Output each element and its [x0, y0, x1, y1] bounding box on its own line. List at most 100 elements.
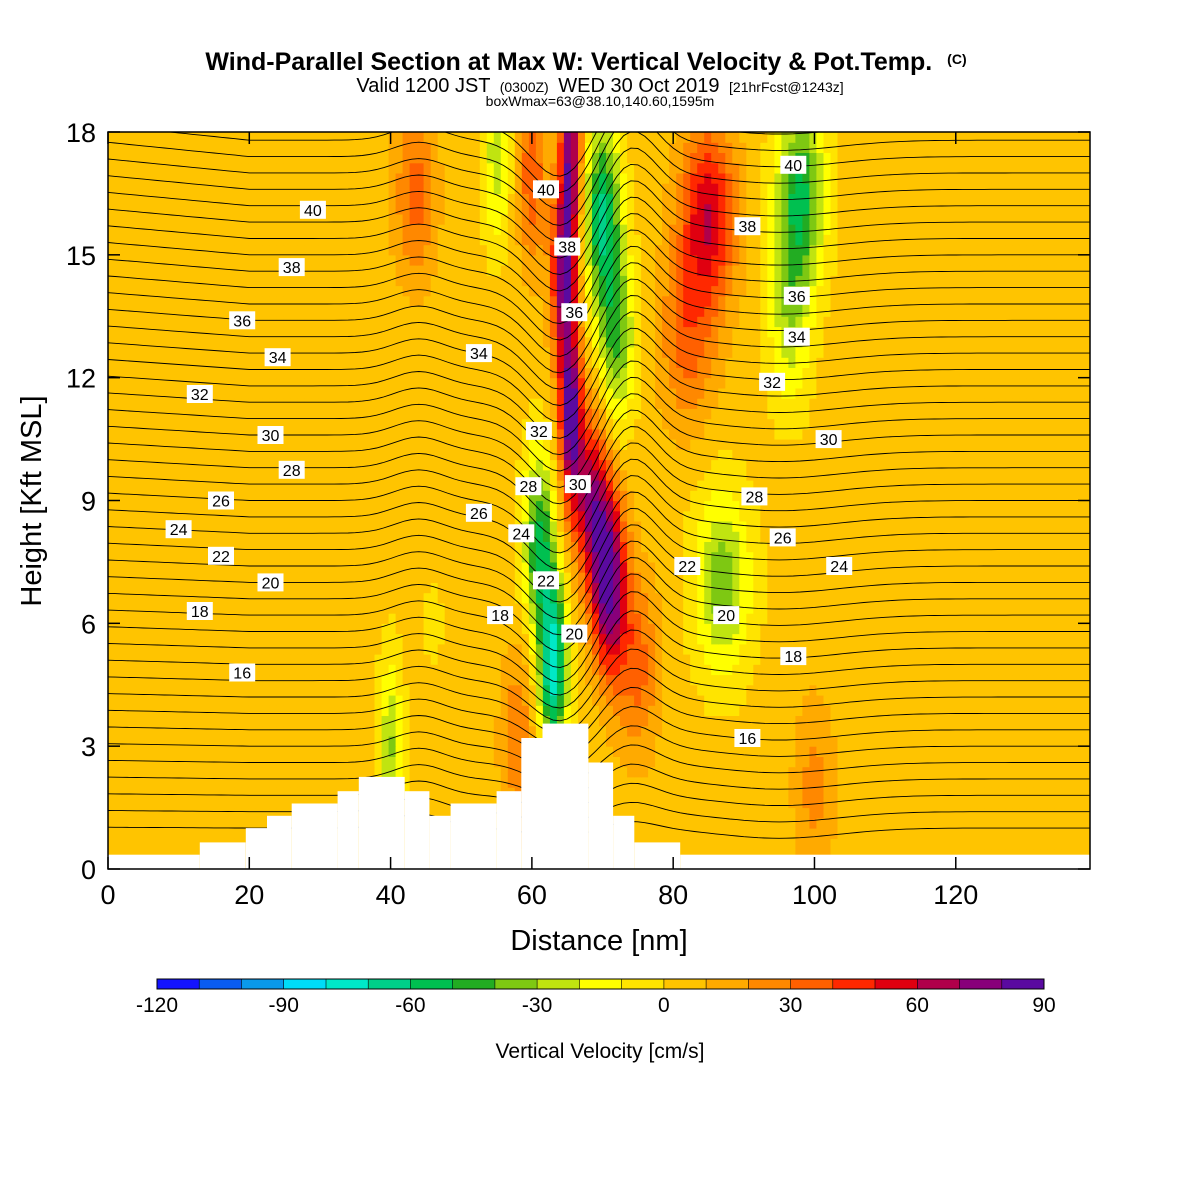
field-cell [781, 582, 789, 594]
field-cell [886, 828, 895, 839]
field-cell [683, 643, 691, 655]
field-cell [732, 664, 740, 676]
field-cell [725, 500, 733, 512]
field-cell [907, 848, 916, 860]
field-cell [669, 561, 677, 573]
field-cell [1026, 746, 1035, 757]
field-cell [381, 735, 390, 747]
field-cell [858, 674, 867, 686]
field-cell [416, 776, 425, 788]
field-cell [816, 664, 824, 676]
field-cell [578, 602, 586, 614]
field-cell [500, 735, 509, 747]
field-cell [472, 695, 481, 706]
field-cell [122, 746, 130, 757]
field-cell [157, 725, 165, 737]
field-cell [886, 807, 895, 819]
field-cell [1054, 817, 1063, 829]
field-cell [157, 541, 165, 553]
field-cell [129, 776, 137, 788]
field-cell [192, 797, 200, 809]
field-cell [893, 674, 902, 686]
field-cell [234, 787, 242, 798]
field-cell [423, 572, 432, 583]
field-cell [493, 643, 502, 655]
field-cell [690, 766, 698, 778]
field-cell [423, 510, 432, 522]
field-cell [795, 664, 803, 676]
field-cell [178, 592, 186, 604]
field-cell [816, 787, 824, 798]
field-cell [697, 674, 705, 686]
field-cell [472, 664, 481, 676]
field-cell [606, 582, 614, 594]
field-cell [423, 602, 432, 614]
field-cell [977, 838, 986, 850]
field-cell [774, 797, 782, 809]
field-cell [1005, 531, 1014, 542]
field-cell [185, 664, 193, 676]
field-cell [746, 561, 754, 573]
field-cell [655, 787, 663, 798]
field-cell [998, 746, 1007, 757]
field-cell [472, 787, 481, 798]
field-cell [115, 531, 123, 542]
field-cell [802, 746, 810, 757]
field-cell [150, 521, 158, 532]
field-cell [444, 551, 453, 563]
field-cell [185, 838, 193, 850]
field-cell [199, 654, 207, 665]
field-cell [851, 592, 860, 604]
field-cell [115, 654, 123, 665]
field-cell [507, 735, 516, 747]
field-cell [816, 807, 824, 819]
field-cell [346, 684, 355, 696]
field-cell [963, 776, 972, 788]
field-cell [458, 654, 467, 665]
field-cell [683, 521, 691, 532]
field-cell [1005, 561, 1014, 573]
field-cell [949, 541, 958, 553]
field-cell [437, 613, 446, 624]
field-cell [157, 674, 165, 686]
field-cell [753, 623, 761, 635]
field-cell [220, 623, 228, 635]
field-cell [718, 541, 726, 553]
field-cell [1033, 705, 1042, 716]
field-cell [220, 613, 228, 624]
field-cell [1005, 510, 1014, 522]
field-cell [136, 756, 144, 768]
field-cell [416, 654, 425, 665]
field-cell [746, 684, 754, 696]
field-cell [655, 592, 663, 604]
field-cell [718, 551, 726, 563]
field-cell [585, 746, 593, 757]
field-cell [746, 756, 754, 768]
field-cell [886, 817, 895, 829]
field-cell [865, 592, 874, 604]
field-cell [984, 807, 993, 819]
field-cell [662, 541, 670, 553]
field-cell [458, 510, 467, 522]
field-cell [683, 500, 691, 512]
field-cell [220, 787, 228, 798]
field-cell [227, 521, 235, 532]
field-cell [472, 684, 481, 696]
field-cell [998, 725, 1007, 737]
field-cell [402, 582, 411, 594]
field-cell [949, 561, 958, 573]
field-cell [669, 643, 677, 655]
field-cell [732, 797, 740, 809]
field-cell [1019, 510, 1028, 522]
field-cell [732, 541, 740, 553]
field-cell [991, 715, 1000, 727]
field-cell [1083, 705, 1090, 716]
field-cell [662, 521, 670, 532]
field-cell [928, 633, 937, 645]
field-cell [1076, 654, 1084, 665]
field-cell [437, 572, 446, 583]
field-cell [514, 572, 523, 583]
field-cell [234, 500, 242, 512]
field-cell [851, 582, 860, 594]
field-cell [858, 531, 867, 542]
